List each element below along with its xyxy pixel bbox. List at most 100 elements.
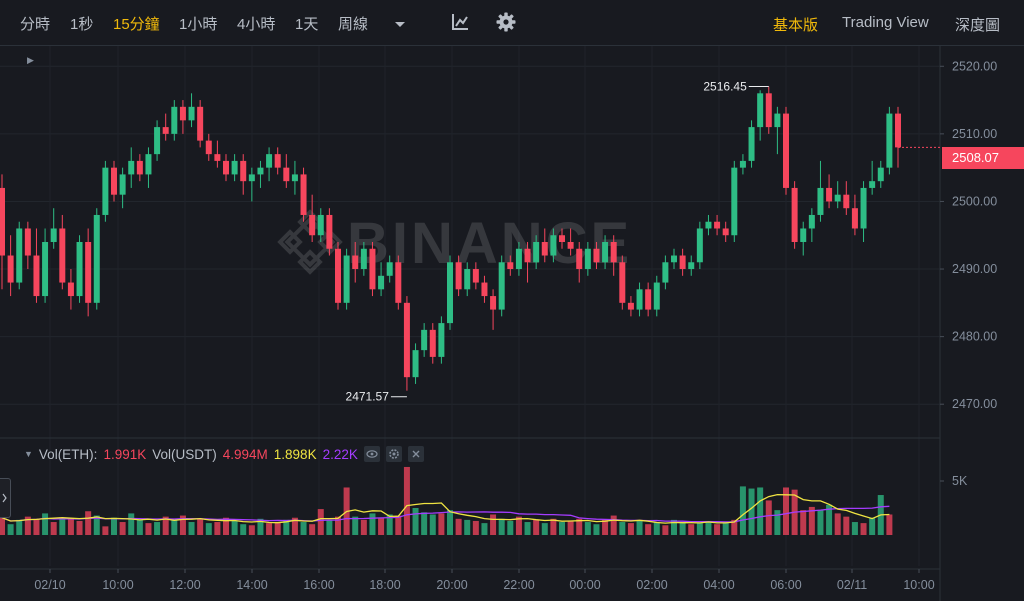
candle[interactable] (731, 160, 738, 242)
candle[interactable] (42, 228, 49, 303)
candle[interactable] (7, 235, 14, 297)
candle[interactable] (714, 214, 721, 236)
candle[interactable] (50, 208, 57, 249)
candle[interactable] (283, 154, 290, 188)
eye-icon[interactable] (363, 446, 380, 462)
candle[interactable] (671, 248, 677, 270)
candle[interactable] (214, 140, 221, 168)
candle[interactable] (438, 316, 445, 364)
candle[interactable] (817, 160, 824, 222)
interval-1w[interactable]: 周線 (338, 16, 369, 33)
candle[interactable] (722, 221, 729, 242)
candle[interactable] (240, 154, 247, 195)
candle[interactable] (705, 214, 712, 236)
interval-4h[interactable]: 4小時 (237, 16, 276, 33)
candle[interactable] (550, 228, 557, 263)
candle[interactable] (895, 106, 901, 168)
candle[interactable] (223, 154, 229, 182)
candle[interactable] (162, 113, 169, 141)
candle[interactable] (507, 255, 514, 276)
candle[interactable] (593, 242, 600, 270)
interval-time[interactable]: 分時 (20, 16, 51, 33)
candle[interactable] (541, 228, 548, 263)
candle[interactable] (412, 343, 419, 384)
candle[interactable] (464, 262, 471, 297)
gear-icon[interactable] (496, 12, 516, 37)
candle[interactable] (851, 194, 858, 236)
candle[interactable] (300, 167, 307, 222)
candle[interactable] (696, 221, 703, 270)
candle[interactable] (291, 160, 298, 195)
candle[interactable] (627, 296, 634, 317)
candle[interactable] (231, 154, 238, 182)
candle[interactable] (188, 93, 195, 128)
candle[interactable] (447, 255, 453, 330)
candle[interactable] (739, 154, 746, 175)
candle[interactable] (59, 214, 66, 290)
candle[interactable] (877, 160, 884, 188)
candle[interactable] (576, 242, 583, 283)
interval-1s[interactable]: 1秒 (70, 16, 94, 33)
candle[interactable] (602, 235, 609, 270)
candle[interactable] (524, 242, 531, 283)
candle[interactable] (429, 323, 436, 364)
candle[interactable] (128, 147, 135, 188)
candle[interactable] (757, 90, 764, 141)
candle[interactable] (317, 208, 324, 242)
candle[interactable] (335, 242, 341, 310)
candle[interactable] (326, 208, 333, 256)
candle[interactable] (171, 100, 178, 141)
candle[interactable] (791, 181, 798, 249)
interval-15m[interactable]: 15分鐘 (113, 16, 160, 33)
view-basic[interactable]: 基本版 (773, 17, 819, 34)
candle[interactable] (800, 221, 807, 256)
candle[interactable] (266, 147, 273, 182)
candle[interactable] (748, 120, 755, 168)
candle[interactable] (808, 208, 815, 242)
candle[interactable] (352, 242, 359, 283)
candle[interactable] (688, 255, 695, 276)
candle[interactable] (16, 221, 23, 290)
candle[interactable] (584, 242, 591, 276)
interval-1d[interactable]: 1天 (295, 16, 319, 33)
candle[interactable] (395, 255, 402, 310)
candle[interactable] (248, 167, 255, 202)
candle[interactable] (67, 269, 74, 310)
kline-chart[interactable]: BINANCE2516.452471.572520.002510.002500.… (0, 46, 1024, 601)
candle[interactable] (765, 86, 772, 134)
candle[interactable] (481, 275, 488, 303)
candle[interactable] (610, 235, 617, 276)
close-icon[interactable] (407, 446, 424, 462)
candle[interactable] (472, 262, 479, 290)
candle[interactable] (826, 174, 833, 209)
volume-collapse-icon[interactable]: ▼ (24, 449, 33, 459)
candle[interactable] (386, 255, 393, 283)
candle[interactable] (33, 228, 40, 303)
candle[interactable] (24, 221, 31, 270)
candle[interactable] (533, 235, 540, 270)
candle[interactable] (860, 181, 867, 242)
view-tradingview[interactable]: Trading View (842, 14, 929, 31)
candle[interactable] (455, 255, 462, 297)
candle[interactable] (515, 242, 522, 276)
candle[interactable] (343, 248, 350, 310)
candle[interactable] (679, 248, 686, 276)
candle[interactable] (774, 106, 781, 155)
candle[interactable] (93, 208, 100, 310)
candle[interactable] (636, 282, 643, 317)
candle[interactable] (205, 133, 212, 161)
candle[interactable] (834, 181, 841, 209)
candle[interactable] (783, 106, 789, 195)
candle[interactable] (619, 255, 626, 310)
candle[interactable] (369, 242, 376, 297)
interval-1h[interactable]: 1小時 (179, 16, 218, 33)
candle[interactable] (154, 120, 161, 161)
candle[interactable] (559, 228, 565, 249)
collapse-arrow-icon[interactable]: ▶ (27, 55, 34, 65)
candle[interactable] (645, 282, 652, 317)
candle[interactable] (567, 228, 574, 256)
candle[interactable] (490, 289, 497, 330)
candle[interactable] (662, 255, 669, 290)
candle[interactable] (378, 262, 385, 297)
candle[interactable] (653, 275, 660, 317)
